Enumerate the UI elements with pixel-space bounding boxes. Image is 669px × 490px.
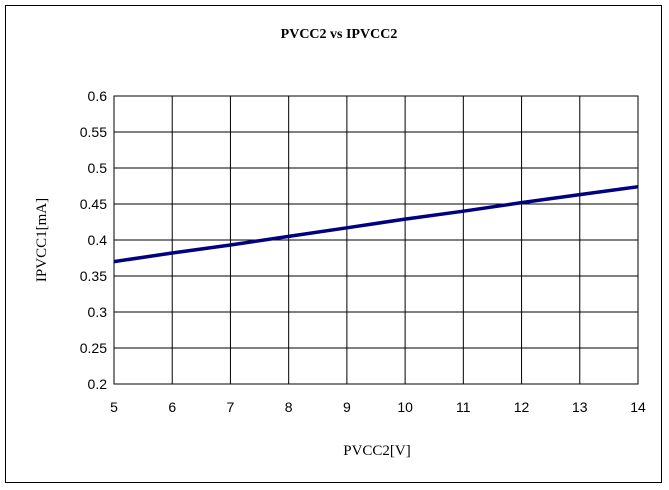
x-tick-label: 14	[630, 399, 646, 415]
y-axis-ticks: 0.6 0.55 0.5 0.45 0.4 0.35 0.3 0.25 0.2	[80, 88, 107, 392]
y-tick-label: 0.5	[88, 160, 108, 176]
y-tick-label: 0.55	[80, 124, 107, 140]
grid	[113, 95, 639, 385]
x-tick-label: 6	[168, 399, 176, 415]
y-tick-label: 0.35	[80, 268, 107, 284]
x-tick-label: 12	[514, 399, 530, 415]
series-line	[113, 184, 639, 264]
y-tick-label: 0.4	[88, 232, 108, 248]
y-tick-label: 0.2	[88, 376, 108, 392]
y-tick-label: 0.45	[80, 196, 107, 212]
y-tick-label: 0.3	[88, 304, 108, 320]
x-tick-label: 13	[572, 399, 588, 415]
plot-area	[113, 95, 639, 385]
x-tick-label: 9	[343, 399, 351, 415]
y-tick-label: 0.25	[80, 340, 107, 356]
x-tick-label: 7	[227, 399, 235, 415]
x-tick-label: 11	[456, 399, 471, 415]
x-axis-ticks: 5 6 7 8 9 10 11 12 13 14	[110, 399, 646, 415]
x-tick-label: 10	[397, 399, 413, 415]
series-group	[113, 184, 639, 264]
y-axis-label: IPVCC1[mA]	[34, 198, 50, 282]
chart-title: PVCC2 vs IPVCC2	[281, 27, 398, 42]
x-tick-label: 8	[285, 399, 293, 415]
y-tick-label: 0.6	[88, 88, 108, 104]
x-tick-label: 5	[110, 399, 118, 415]
x-axis-label: PVCC2[V]	[343, 443, 411, 459]
